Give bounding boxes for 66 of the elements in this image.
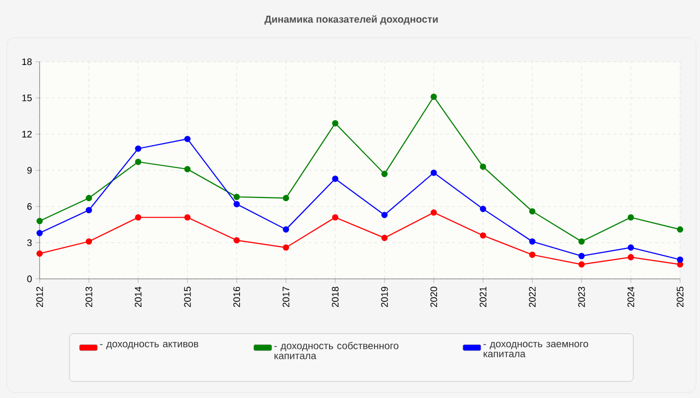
x-tick-label: 2012 bbox=[36, 286, 43, 307]
point bbox=[578, 238, 585, 244]
point bbox=[529, 238, 536, 244]
point bbox=[234, 236, 240, 244]
y-tick-label: 15 bbox=[22, 94, 32, 102]
point bbox=[480, 232, 486, 238]
point bbox=[234, 194, 240, 200]
legend-label: - доходность заемного капитала bbox=[484, 342, 588, 358]
chart-title: Динамика показателей доходности bbox=[264, 15, 438, 24]
point bbox=[36, 218, 43, 224]
y-tick-label: 18 bbox=[22, 58, 32, 65]
y-tick-label: 12 bbox=[22, 130, 32, 138]
x-tick-label: 2014 bbox=[134, 286, 142, 307]
legend-label: - доходность активов bbox=[100, 342, 198, 349]
y-tick-label: 9 bbox=[27, 166, 32, 174]
point bbox=[184, 166, 191, 172]
y-tick-label: 3 bbox=[27, 239, 32, 246]
point bbox=[282, 244, 290, 250]
point bbox=[480, 163, 486, 170]
point bbox=[332, 175, 338, 182]
legend-label: - доходность собственного капитала bbox=[274, 342, 398, 359]
point bbox=[480, 206, 486, 212]
point bbox=[135, 145, 142, 152]
y-tick-label: 6 bbox=[27, 202, 32, 210]
x-tick-label: 2016 bbox=[233, 286, 240, 307]
point bbox=[381, 170, 388, 177]
point bbox=[430, 93, 437, 100]
point bbox=[529, 208, 536, 214]
point bbox=[86, 238, 92, 244]
point bbox=[676, 226, 684, 232]
x-tick-label: 2018 bbox=[332, 286, 339, 307]
point bbox=[282, 226, 290, 232]
point bbox=[676, 256, 684, 263]
point bbox=[381, 234, 388, 241]
point bbox=[86, 206, 92, 214]
x-tick-label: 2020 bbox=[430, 286, 438, 307]
y-tick-label: 0 bbox=[27, 275, 32, 282]
point bbox=[282, 194, 290, 202]
point bbox=[135, 158, 142, 165]
point bbox=[184, 136, 191, 142]
point bbox=[578, 261, 585, 268]
point bbox=[628, 214, 634, 220]
point bbox=[332, 120, 338, 126]
x-tick-label: 2013 bbox=[86, 286, 92, 307]
point bbox=[529, 251, 536, 258]
x-tick-label: 2021 bbox=[480, 286, 486, 307]
point bbox=[135, 214, 142, 220]
point bbox=[628, 254, 634, 260]
point bbox=[36, 230, 43, 236]
point bbox=[578, 252, 585, 259]
point bbox=[184, 214, 191, 220]
point bbox=[86, 194, 92, 202]
point bbox=[36, 250, 43, 256]
point bbox=[430, 209, 437, 216]
point bbox=[332, 214, 338, 220]
x-tick-label: 2022 bbox=[528, 286, 536, 307]
x-tick-label: 2025 bbox=[676, 286, 684, 307]
point bbox=[381, 212, 388, 218]
x-tick-label: 2019 bbox=[381, 286, 388, 307]
x-tick-label: 2015 bbox=[184, 286, 191, 307]
point bbox=[234, 200, 240, 208]
x-tick-label: 2023 bbox=[578, 286, 585, 307]
point bbox=[430, 169, 437, 176]
x-tick-label: 2024 bbox=[627, 286, 634, 307]
x-tick-label: 2017 bbox=[282, 286, 290, 307]
point bbox=[628, 244, 634, 250]
